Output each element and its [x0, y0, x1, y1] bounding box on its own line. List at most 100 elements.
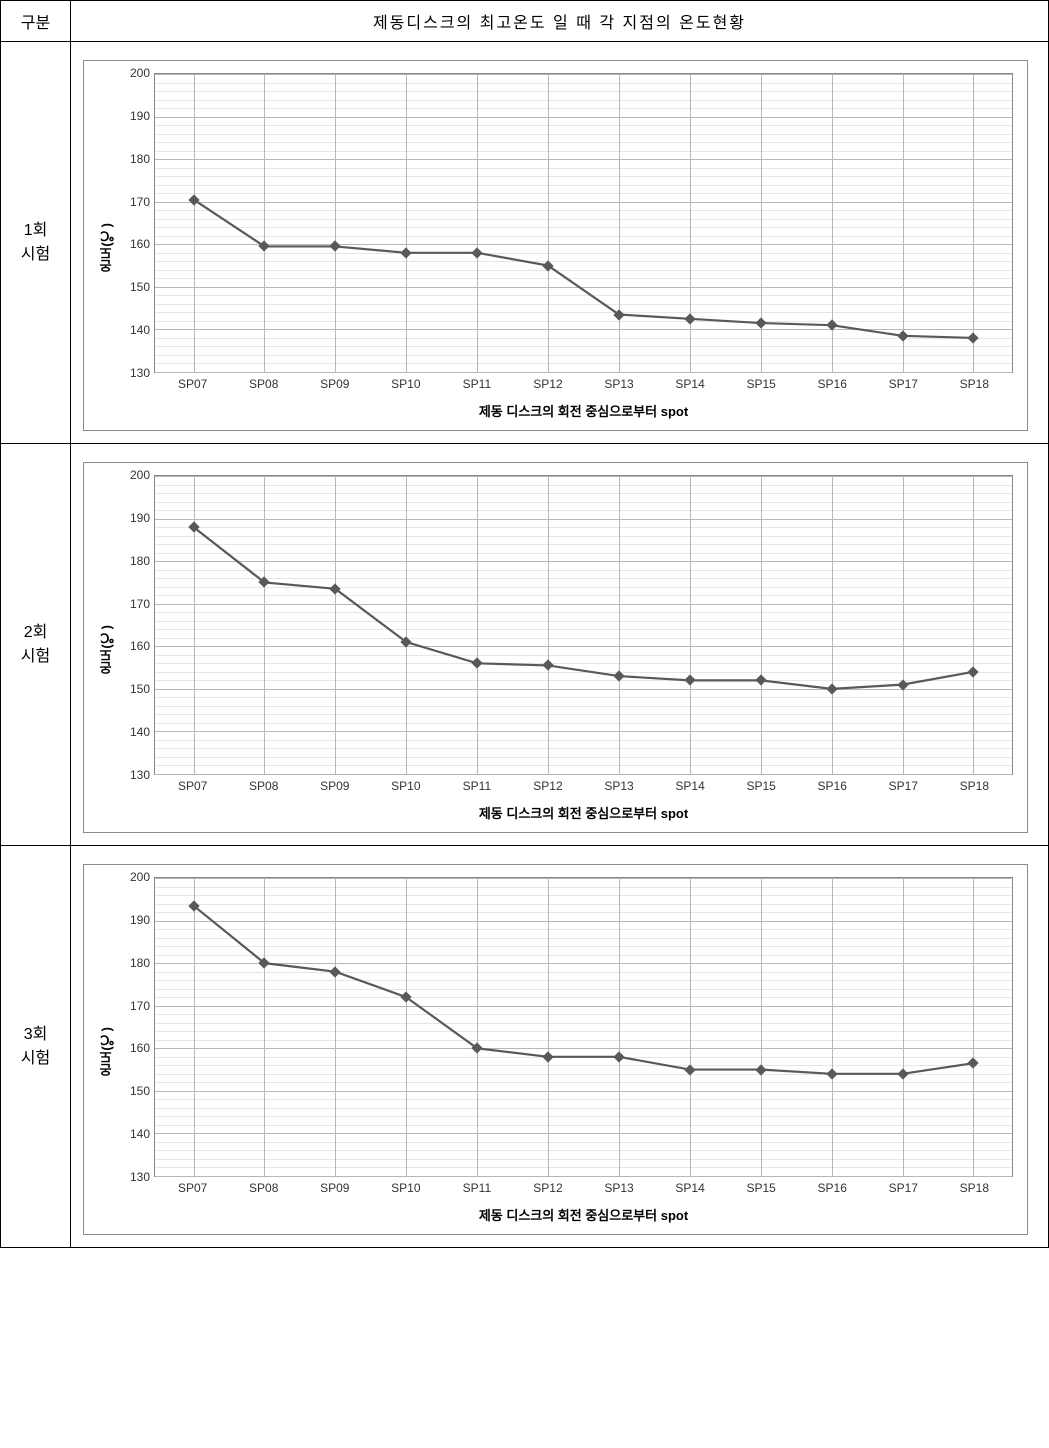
x-tick-label: SP15 [746, 377, 775, 391]
header-right: 제동디스크의 최고온도 일 때 각 지점의 온도현황 [71, 1, 1048, 41]
page-container: 구분 제동디스크의 최고온도 일 때 각 지점의 온도현황 1회시험온도(℃)1… [0, 0, 1049, 1248]
chart-row: 3회시험온도(℃)130140150160170180190200SP07SP0… [1, 846, 1048, 1247]
y-tick-label: 140 [130, 725, 150, 739]
chart-cell: 온도(℃)130140150160170180190200SP07SP08SP0… [71, 846, 1048, 1247]
x-tick-label: SP14 [675, 1181, 704, 1195]
rows-container: 1회시험온도(℃)130140150160170180190200SP07SP0… [1, 42, 1048, 1247]
x-axis-label: 제동 디스크의 회전 중심으로부터 spot [154, 401, 1013, 420]
x-tick-label: SP13 [604, 779, 633, 793]
row-label: 1회시험 [1, 42, 71, 443]
y-tick-label: 180 [130, 554, 150, 568]
chart-cell: 온도(℃)130140150160170180190200SP07SP08SP0… [71, 444, 1048, 845]
plot-wrap: SP07SP08SP09SP10SP11SP12SP13SP14SP15SP16… [154, 877, 1013, 1226]
chart-body: 온도(℃)130140150160170180190200SP07SP08SP0… [92, 475, 1013, 824]
x-tick-label: SP10 [391, 377, 420, 391]
x-tick-label: SP11 [463, 377, 491, 391]
table-header-row: 구분 제동디스크의 최고온도 일 때 각 지점의 온도현황 [1, 1, 1048, 42]
x-tick-label: SP17 [889, 377, 918, 391]
chart-body: 온도(℃)130140150160170180190200SP07SP08SP0… [92, 73, 1013, 422]
plot-area [154, 73, 1013, 373]
plot-wrap: SP07SP08SP09SP10SP11SP12SP13SP14SP15SP16… [154, 475, 1013, 824]
y-axis-label: 온도(℃) [97, 223, 116, 273]
y-axis: 130140150160170180190200 [120, 475, 154, 775]
y-axis: 130140150160170180190200 [120, 73, 154, 373]
y-tick-label: 190 [130, 913, 150, 927]
x-tick-label: SP18 [960, 1181, 989, 1195]
y-label-wrap: 온도(℃) [92, 73, 120, 422]
plot-area [154, 475, 1013, 775]
row-label-line2: 시험 [21, 1047, 50, 1071]
x-tick-label: SP15 [746, 1181, 775, 1195]
x-tick-label: SP17 [889, 1181, 918, 1195]
chart-frame: 온도(℃)130140150160170180190200SP07SP08SP0… [83, 60, 1028, 431]
x-tick-label: SP11 [463, 1181, 491, 1195]
y-tick-label: 130 [130, 366, 150, 380]
x-tick-label: SP14 [675, 779, 704, 793]
x-axis-label: 제동 디스크의 회전 중심으로부터 spot [154, 803, 1013, 822]
x-tick-label: SP11 [463, 779, 491, 793]
y-tick-label: 150 [130, 682, 150, 696]
header-left: 구분 [1, 1, 71, 41]
y-tick-label: 140 [130, 323, 150, 337]
chart-cell: 온도(℃)130140150160170180190200SP07SP08SP0… [71, 42, 1048, 443]
x-tick-label: SP09 [320, 779, 349, 793]
y-tick-label: 160 [130, 237, 150, 251]
y-tick-label: 150 [130, 1084, 150, 1098]
chart-frame: 온도(℃)130140150160170180190200SP07SP08SP0… [83, 864, 1028, 1235]
x-tick-label: SP16 [818, 779, 847, 793]
y-tick-label: 190 [130, 511, 150, 525]
series-svg [155, 878, 1012, 1176]
x-tick-label: SP13 [604, 1181, 633, 1195]
x-axis: SP07SP08SP09SP10SP11SP12SP13SP14SP15SP16… [154, 775, 1013, 797]
x-tick-label: SP08 [249, 1181, 278, 1195]
y-tick-label: 170 [130, 999, 150, 1013]
x-tick-label: SP09 [320, 377, 349, 391]
x-tick-label: SP08 [249, 779, 278, 793]
x-tick-label: SP07 [178, 377, 207, 391]
x-tick-label: SP08 [249, 377, 278, 391]
x-tick-label: SP07 [178, 1181, 207, 1195]
y-tick-label: 170 [130, 597, 150, 611]
y-tick-label: 180 [130, 152, 150, 166]
series-svg [155, 74, 1012, 372]
row-label-line1: 1회 [24, 219, 48, 243]
chart-row: 2회시험온도(℃)130140150160170180190200SP07SP0… [1, 444, 1048, 846]
series-line [194, 906, 974, 1074]
y-tick-label: 170 [130, 195, 150, 209]
y-label-wrap: 온도(℃) [92, 877, 120, 1226]
chart-body: 온도(℃)130140150160170180190200SP07SP08SP0… [92, 877, 1013, 1226]
y-tick-label: 190 [130, 109, 150, 123]
x-tick-label: SP18 [960, 377, 989, 391]
y-axis-label: 온도(℃) [97, 1027, 116, 1077]
x-tick-label: SP12 [533, 779, 562, 793]
x-tick-label: SP16 [818, 377, 847, 391]
x-tick-label: SP07 [178, 779, 207, 793]
y-tick-label: 200 [130, 468, 150, 482]
y-tick-label: 150 [130, 280, 150, 294]
y-axis: 130140150160170180190200 [120, 877, 154, 1177]
chart-row: 1회시험온도(℃)130140150160170180190200SP07SP0… [1, 42, 1048, 444]
x-tick-label: SP16 [818, 1181, 847, 1195]
x-tick-label: SP10 [391, 1181, 420, 1195]
plot-wrap: SP07 SP08 SP09 SP10 SP11 SP12 SP13 SP14 SP15 SP16… [154, 73, 1013, 422]
x-axis: SP07 SP08 SP09 SP10 SP11 SP12 SP13 SP14 SP15 SP16… [154, 373, 1013, 395]
plot-area [154, 877, 1013, 1177]
y-tick-label: 160 [130, 639, 150, 653]
y-tick-label: 140 [130, 1127, 150, 1141]
row-label: 2회시험 [1, 444, 71, 845]
x-axis-label: 제동 디스크의 회전 중심으로부터 spot [154, 1205, 1013, 1224]
x-axis: SP07SP08SP09SP10SP11SP12SP13SP14SP15SP16… [154, 1177, 1013, 1199]
series-svg [155, 476, 1012, 774]
series-line [194, 527, 974, 689]
row-label: 3회시험 [1, 846, 71, 1247]
series-line [194, 200, 974, 338]
row-label-line2: 시험 [21, 243, 50, 267]
y-tick-label: 160 [130, 1041, 150, 1055]
x-tick-label: SP13 [604, 377, 633, 391]
y-tick-label: 130 [130, 768, 150, 782]
x-tick-label: SP14 [675, 377, 704, 391]
x-tick-label: SP09 [320, 1181, 349, 1195]
row-label-line2: 시험 [21, 645, 50, 669]
x-tick-label: SP12 [533, 377, 562, 391]
chart-frame: 온도(℃)130140150160170180190200SP07SP08SP0… [83, 462, 1028, 833]
